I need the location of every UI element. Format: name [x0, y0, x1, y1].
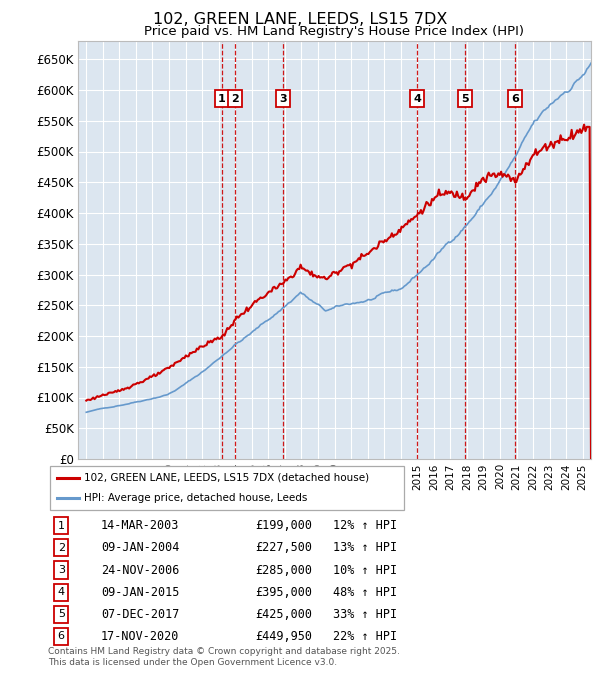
Text: £227,500: £227,500	[255, 541, 312, 554]
Text: 24-NOV-2006: 24-NOV-2006	[101, 564, 179, 577]
Text: 48% ↑ HPI: 48% ↑ HPI	[333, 585, 397, 598]
Title: Price paid vs. HM Land Registry's House Price Index (HPI): Price paid vs. HM Land Registry's House …	[145, 25, 524, 38]
Text: £395,000: £395,000	[255, 585, 312, 598]
Text: 33% ↑ HPI: 33% ↑ HPI	[333, 608, 397, 621]
Text: 2: 2	[58, 543, 65, 553]
Text: 1: 1	[58, 521, 65, 531]
Text: 102, GREEN LANE, LEEDS, LS15 7DX (detached house): 102, GREEN LANE, LEEDS, LS15 7DX (detach…	[84, 473, 369, 483]
Text: 6: 6	[58, 631, 65, 641]
Text: 14-MAR-2003: 14-MAR-2003	[101, 520, 179, 532]
Text: HPI: Average price, detached house, Leeds: HPI: Average price, detached house, Leed…	[84, 494, 307, 503]
Text: 3: 3	[58, 565, 65, 575]
Text: 22% ↑ HPI: 22% ↑ HPI	[333, 630, 397, 643]
Text: £425,000: £425,000	[255, 608, 312, 621]
Text: 17-NOV-2020: 17-NOV-2020	[101, 630, 179, 643]
Text: 09-JAN-2015: 09-JAN-2015	[101, 585, 179, 598]
Text: 102, GREEN LANE, LEEDS, LS15 7DX: 102, GREEN LANE, LEEDS, LS15 7DX	[153, 12, 447, 27]
Text: 13% ↑ HPI: 13% ↑ HPI	[333, 541, 397, 554]
Text: 4: 4	[413, 94, 421, 103]
Text: 1: 1	[218, 94, 226, 103]
Text: £199,000: £199,000	[255, 520, 312, 532]
Text: 10% ↑ HPI: 10% ↑ HPI	[333, 564, 397, 577]
Text: 6: 6	[511, 94, 519, 103]
Text: 12% ↑ HPI: 12% ↑ HPI	[333, 520, 397, 532]
Text: 09-JAN-2004: 09-JAN-2004	[101, 541, 179, 554]
Text: 07-DEC-2017: 07-DEC-2017	[101, 608, 179, 621]
Text: 2: 2	[232, 94, 239, 103]
Text: Contains HM Land Registry data © Crown copyright and database right 2025.
This d: Contains HM Land Registry data © Crown c…	[48, 647, 400, 667]
Text: 5: 5	[58, 609, 65, 619]
Text: 4: 4	[58, 587, 65, 597]
Text: 3: 3	[280, 94, 287, 103]
FancyBboxPatch shape	[50, 466, 404, 511]
Text: 5: 5	[461, 94, 469, 103]
Text: £449,950: £449,950	[255, 630, 312, 643]
Text: £285,000: £285,000	[255, 564, 312, 577]
